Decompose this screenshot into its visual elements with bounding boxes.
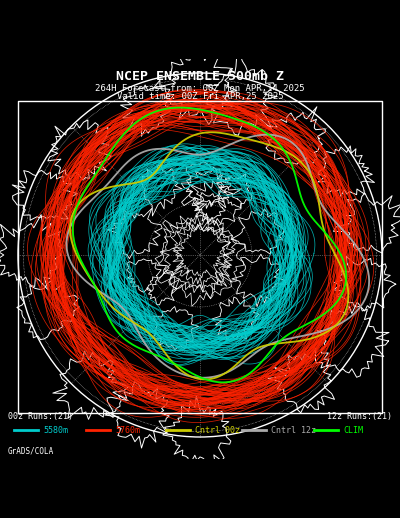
Text: 12z Runs:(21): 12z Runs:(21) — [327, 412, 392, 421]
Text: 5760m: 5760m — [115, 426, 140, 435]
Text: 5580m: 5580m — [43, 426, 68, 435]
Text: NCEP ENSEMBLE 500mb Z: NCEP ENSEMBLE 500mb Z — [116, 70, 284, 83]
Text: 264H Forecast from: 00Z Mon APR,14 2025: 264H Forecast from: 00Z Mon APR,14 2025 — [95, 84, 305, 93]
Text: GrADS/COLA: GrADS/COLA — [8, 447, 54, 455]
Text: Cntrl 12z: Cntrl 12z — [271, 426, 316, 435]
Text: Valid time: 00Z Fri APR,25 2025: Valid time: 00Z Fri APR,25 2025 — [117, 93, 283, 102]
Text: CLIM: CLIM — [343, 426, 363, 435]
Text: 00z Runs:(21): 00z Runs:(21) — [8, 412, 73, 421]
Text: Cntrl 00z: Cntrl 00z — [195, 426, 240, 435]
